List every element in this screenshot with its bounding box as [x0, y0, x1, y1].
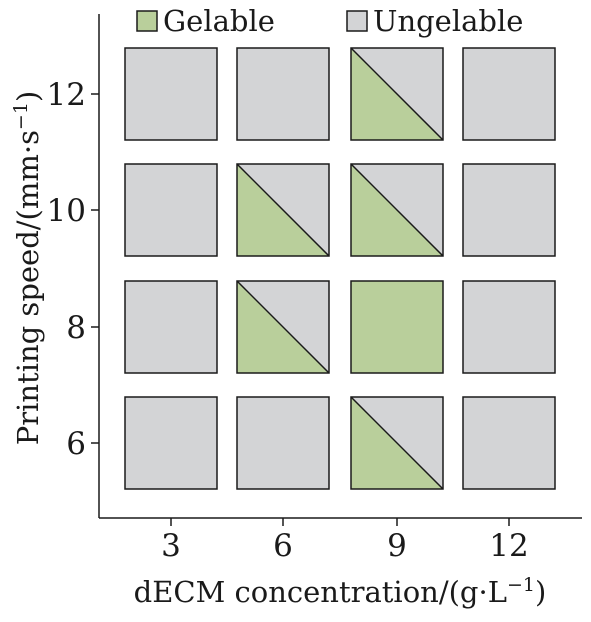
y-tick-label-12: 12 [47, 77, 86, 113]
cell-6-10-partial [236, 163, 330, 257]
y-tick-label-6: 6 [66, 426, 86, 462]
cell-square [462, 47, 556, 141]
cell-border [350, 47, 444, 141]
cell-3-8-ungelable [124, 280, 218, 374]
x-tick-label-12: 12 [489, 528, 528, 564]
x-tick-label-6: 6 [273, 528, 293, 564]
cell-diagonal [350, 47, 444, 141]
x-tick-label-3: 3 [161, 528, 181, 564]
cell-border [236, 163, 330, 257]
cell-3-6-ungelable [124, 396, 218, 490]
legend-swatch-ungelable [346, 10, 368, 32]
x-axis-title: dECM concentration/(g·L−1) [134, 574, 547, 609]
legend-label-ungelable: Ungelable [373, 4, 523, 38]
cell-square [124, 47, 218, 141]
cell-3-10-ungelable [124, 163, 218, 257]
cell-6-12-ungelable [236, 47, 330, 141]
cell-square [462, 163, 556, 257]
y-tick-label-10: 10 [47, 193, 86, 229]
cells-layer [124, 47, 556, 490]
cell-9-12-partial [350, 47, 444, 141]
cell-3-12-ungelable [124, 47, 218, 141]
cell-12-12-ungelable [462, 47, 556, 141]
cell-border [350, 163, 444, 257]
cell-12-10-ungelable [462, 163, 556, 257]
cell-square [462, 280, 556, 374]
cell-square [350, 280, 444, 374]
cell-9-10-partial [350, 163, 444, 257]
cell-diagonal [236, 280, 330, 374]
cell-6-6-ungelable [236, 396, 330, 490]
legend-swatch-gelable [136, 10, 158, 32]
y-axis-title: Printing speed/(mm·s−1) [10, 91, 45, 446]
cell-6-8-partial [236, 280, 330, 374]
cell-diagonal [236, 163, 330, 257]
y-tick-label-8: 8 [66, 310, 86, 346]
cell-square [236, 47, 330, 141]
cell-square [124, 280, 218, 374]
cell-12-6-ungelable [462, 396, 556, 490]
cell-border [236, 280, 330, 374]
cell-square [124, 163, 218, 257]
x-tick-label-9: 9 [387, 528, 407, 564]
cell-12-8-ungelable [462, 280, 556, 374]
cell-square [462, 396, 556, 490]
legend-label-gelable: Gelable [163, 4, 275, 38]
cell-9-8-gelable [350, 280, 444, 374]
y-ticks-layer: 6 8 10 12 [47, 77, 99, 462]
cell-border [350, 396, 444, 490]
cell-square [236, 396, 330, 490]
legend: Gelable Ungelable [136, 4, 523, 38]
axes [98, 14, 582, 519]
cell-diagonal [350, 163, 444, 257]
cell-diagonal [350, 396, 444, 490]
cell-9-6-partial [350, 396, 444, 490]
cell-square [124, 396, 218, 490]
x-ticks-layer: 3 6 9 12 [161, 518, 529, 564]
